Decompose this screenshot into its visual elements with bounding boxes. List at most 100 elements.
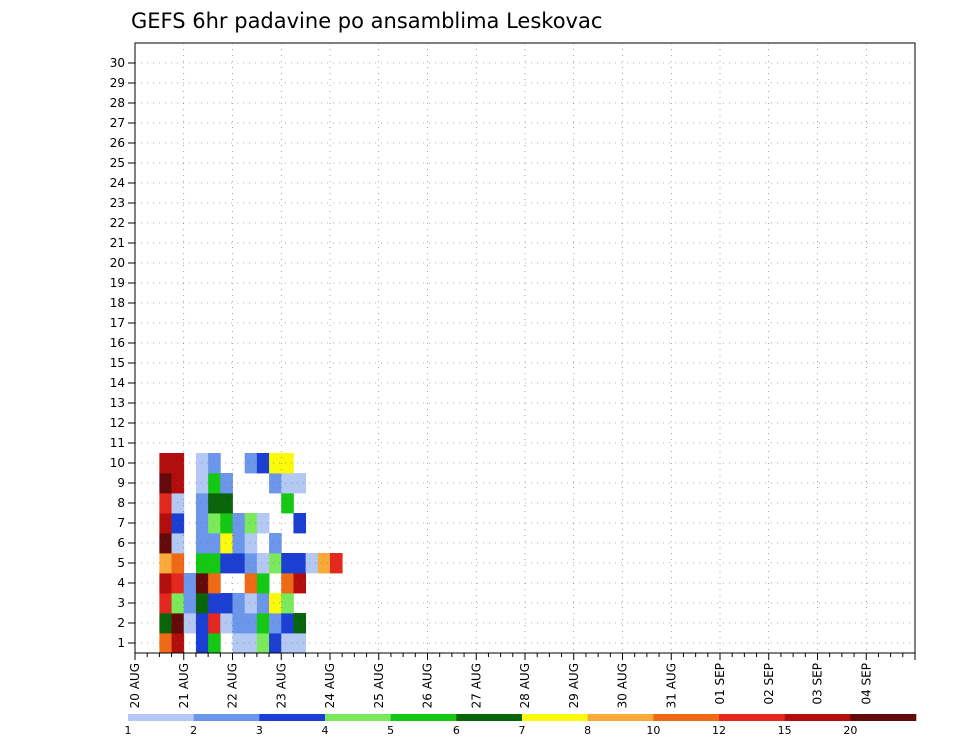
heatmap-cell: [195, 493, 209, 514]
chart-title: GEFS 6hr padavine po ansamblima Leskovac: [131, 9, 602, 33]
heatmap-cell: [232, 533, 246, 554]
y-tick-label: 9: [117, 476, 125, 490]
heatmap-cell: [232, 593, 246, 614]
heatmap-cell: [232, 513, 246, 534]
heatmap-cell: [317, 553, 331, 574]
colorbar-swatch: [653, 714, 720, 721]
y-tick-label: 23: [110, 196, 125, 210]
heatmap-cell: [208, 453, 221, 474]
y-tick-label: 30: [110, 56, 125, 70]
heatmap-cell: [244, 633, 258, 654]
heatmap-cell: [195, 633, 209, 654]
y-tick-label: 15: [110, 356, 125, 370]
colorbar-swatch: [128, 714, 194, 721]
heatmap-cell: [244, 573, 258, 594]
heatmap-cell: [208, 613, 221, 634]
x-tick-label: 01 SEP: [713, 663, 727, 705]
colorbar-label: 15: [778, 724, 792, 737]
heatmap-cell: [293, 473, 307, 494]
heatmap-cell: [256, 573, 270, 594]
y-tick-label: 16: [110, 336, 125, 350]
heatmap-cell: [195, 553, 209, 574]
y-axis: 1234567891011121314151617181920212223242…: [110, 56, 135, 650]
y-tick-label: 20: [110, 256, 125, 270]
heatmap-cell: [208, 513, 221, 534]
heatmap-cell: [195, 473, 209, 494]
colorbar-label: 20: [843, 724, 857, 737]
colorbar-label: 3: [256, 724, 263, 737]
x-tick-label: 02 SEP: [762, 663, 776, 705]
colorbar-swatch: [784, 714, 851, 721]
heatmap-cell: [293, 613, 307, 634]
heatmap-cell: [208, 593, 221, 614]
heatmap-cell: [208, 633, 221, 654]
x-tick-label: 20 AUG: [128, 663, 142, 708]
x-tick-label: 30 AUG: [616, 663, 630, 708]
heatmap-cell: [220, 533, 233, 554]
colorbar-swatch: [325, 714, 391, 721]
heatmap-cell: [195, 573, 209, 594]
colorbar-swatch: [587, 714, 654, 721]
colorbar-label: 6: [453, 724, 460, 737]
heatmap-cell: [183, 573, 197, 594]
y-tick-label: 26: [110, 136, 125, 150]
colorbar-label: 7: [519, 724, 526, 737]
heatmap-cell: [256, 613, 270, 634]
y-tick-label: 5: [117, 556, 125, 570]
colorbar-label: 12: [712, 724, 726, 737]
y-tick-label: 17: [110, 316, 125, 330]
heatmap-cell: [305, 553, 319, 574]
colorbar-swatch: [259, 714, 326, 721]
heatmap-cell: [220, 553, 233, 574]
y-tick-label: 4: [117, 576, 125, 590]
grid-lines: [134, 43, 915, 653]
y-tick-label: 28: [110, 96, 125, 110]
y-tick-label: 8: [117, 496, 125, 510]
y-tick-label: 6: [117, 536, 125, 550]
y-tick-label: 27: [110, 116, 125, 130]
colorbar: 1 2 3 4 5 6 7 8 10 12 15 20: [125, 714, 917, 737]
x-tick-label: 04 SEP: [859, 663, 873, 705]
colorbar-swatch: [193, 714, 260, 721]
heatmap-cell: [269, 593, 282, 614]
x-tick-label: 25 AUG: [372, 663, 386, 708]
colorbar-label: 2: [190, 724, 197, 737]
heatmap-cell: [183, 613, 197, 634]
colorbar-label: 1: [125, 724, 132, 737]
y-tick-label: 10: [110, 456, 125, 470]
y-tick-label: 7: [117, 516, 125, 530]
y-tick-label: 3: [117, 596, 125, 610]
colorbar-swatch: [850, 714, 917, 721]
x-tick-label: 27 AUG: [469, 663, 483, 708]
colorbar-label: 5: [387, 724, 394, 737]
colorbar-label: 8: [584, 724, 591, 737]
heatmap-cell: [256, 513, 270, 534]
heatmap-cell: [293, 553, 307, 574]
heatmap-cell: [220, 613, 233, 634]
x-axis: 20 AUG 21 AUG 22 AUG 23 AUG 24 AUG 25 AUG 26 A…: [128, 653, 916, 708]
y-tick-label: 13: [110, 396, 125, 410]
x-tick-label: 23 AUG: [274, 663, 288, 708]
x-tick-label: 21 AUG: [177, 663, 191, 708]
heatmap-cell: [244, 453, 258, 474]
y-tick-label: 24: [110, 176, 125, 190]
y-tick-label: 25: [110, 156, 125, 170]
x-tick-label: 22 AUG: [226, 663, 240, 708]
heatmap-cell: [220, 593, 233, 614]
heatmap-cell: [232, 613, 246, 634]
y-tick-label: 12: [110, 416, 125, 430]
heatmap-cell: [281, 553, 294, 574]
heatmap-cell: [293, 513, 307, 534]
heatmap-cell: [195, 533, 209, 554]
heatmap-cell: [281, 633, 294, 654]
heatmap-cell: [195, 593, 209, 614]
heatmap-cell: [244, 513, 258, 534]
heatmap-cell: [220, 493, 233, 514]
heatmap-cell: [208, 473, 221, 494]
heatmap-cell: [293, 573, 307, 594]
heatmap-cell: [256, 453, 270, 474]
heatmap-cell: [208, 493, 221, 514]
heatmap-cell: [244, 613, 258, 634]
y-tick-label: 19: [110, 276, 125, 290]
